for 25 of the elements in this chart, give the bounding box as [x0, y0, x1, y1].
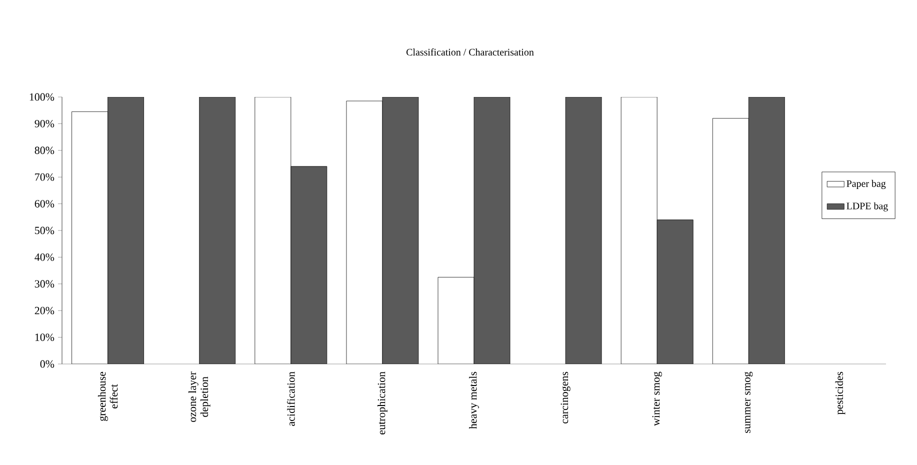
legend-label: LDPE bag [846, 202, 888, 212]
x-tick-label: eutrophication [377, 372, 388, 434]
x-tick-label: carcinogens [560, 372, 570, 424]
y-tick-label: 80% [34, 146, 54, 154]
y-tick-label: 100% [30, 93, 54, 101]
legend-label: Paper bag [846, 180, 886, 190]
bar [199, 96, 236, 364]
x-tick-label: heavy metals [469, 372, 479, 429]
y-tick-label: 90% [34, 120, 54, 128]
y-tick-label: 50% [35, 226, 54, 234]
x-tick-label: winter smog [652, 372, 662, 426]
x-tick-label: greenhouse effect [98, 372, 118, 421]
x-tick-label: ozone layer depletion [188, 372, 210, 422]
y-tick-label: 70% [35, 173, 54, 181]
y-tick-label: 60% [34, 200, 54, 208]
x-tick-label: summer smog [744, 372, 753, 433]
y-tick-label: 30% [34, 280, 54, 288]
bar [565, 96, 602, 364]
x-tick-label: acidification [286, 372, 295, 426]
y-tick-label: 0% [40, 360, 54, 368]
y-tick-label: 40% [34, 253, 54, 261]
y-tick-label: 20% [34, 306, 54, 314]
chart-title: Classification / Characterisation [406, 48, 534, 56]
y-tick-label: 10% [35, 334, 54, 341]
x-tick-label: pesticides [835, 372, 846, 415]
